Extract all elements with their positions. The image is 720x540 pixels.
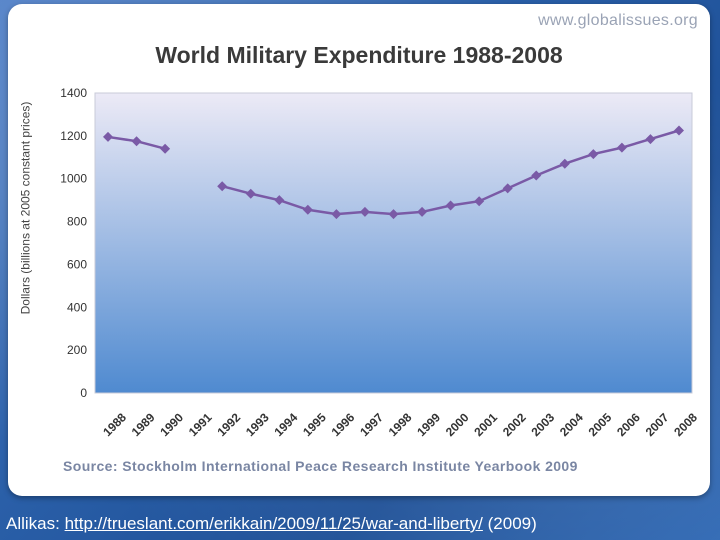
data-point: [616, 142, 627, 153]
x-tick-label: 2001: [471, 410, 500, 439]
data-point: [559, 158, 570, 169]
data-point: [331, 209, 342, 220]
x-tick-label: 1988: [100, 410, 129, 439]
data-point: [359, 206, 370, 217]
x-tick-label: 1991: [186, 410, 215, 439]
x-tick-label: 1995: [300, 410, 329, 439]
x-tick-label: 2005: [586, 410, 615, 439]
y-tick-label: 0: [80, 386, 87, 400]
site-watermark: www.globalissues.org: [538, 12, 698, 29]
x-tick-label: 1997: [357, 410, 386, 439]
data-point: [502, 183, 513, 194]
x-tick-label: 1992: [214, 410, 243, 439]
footer-caption: Allikas: http://trueslant.com/erikkain/2…: [6, 514, 537, 534]
x-tick-label: 2007: [643, 410, 672, 439]
y-tick-label: 1400: [60, 86, 87, 100]
data-point: [131, 136, 142, 147]
x-tick-label: 1993: [243, 410, 272, 439]
data-point: [388, 209, 399, 220]
data-point: [674, 125, 684, 136]
data-point: [217, 181, 228, 192]
x-tick-label: 1989: [129, 410, 158, 439]
x-tick-label: 1998: [386, 410, 415, 439]
data-point: [103, 131, 113, 142]
x-tick-label: 2003: [528, 410, 557, 439]
footer-prefix: Allikas:: [6, 514, 60, 533]
data-point: [160, 143, 171, 154]
y-tick-label: 1200: [60, 129, 87, 143]
plot-area: [94, 92, 693, 394]
x-tick-label: 2000: [443, 410, 472, 439]
data-point: [274, 195, 285, 206]
x-tick-label: 2008: [671, 410, 700, 439]
data-point: [445, 200, 456, 211]
x-tick-label: 1990: [157, 410, 186, 439]
y-tick-label: 800: [67, 215, 87, 229]
data-point: [474, 196, 485, 207]
footer-link[interactable]: http://trueslant.com/erikkain/2009/11/25…: [64, 514, 483, 533]
data-point: [531, 170, 542, 181]
data-point: [302, 204, 313, 215]
x-tick-label: 2004: [557, 410, 586, 439]
y-tick-label: 200: [67, 343, 87, 357]
data-point: [245, 188, 256, 199]
y-tick-label: 1000: [60, 172, 87, 186]
chart-title: World Military Expenditure 1988-2008: [155, 42, 563, 68]
y-tick-label: 400: [67, 300, 87, 314]
x-tick-label: 1999: [414, 410, 443, 439]
source-note: Source: Stockholm International Peace Re…: [63, 458, 578, 474]
x-tick-label: 2006: [614, 410, 643, 439]
footer-suffix: (2009): [487, 514, 537, 533]
x-tick-label: 2002: [500, 410, 529, 439]
data-point: [417, 206, 428, 217]
chart-card: www.globalissues.org World Military Expe…: [8, 4, 710, 496]
x-tick-label: 1994: [272, 410, 301, 439]
x-tick-label: 1996: [329, 410, 358, 439]
data-point: [645, 134, 656, 145]
data-point: [588, 149, 599, 160]
y-tick-label: 600: [67, 257, 87, 271]
